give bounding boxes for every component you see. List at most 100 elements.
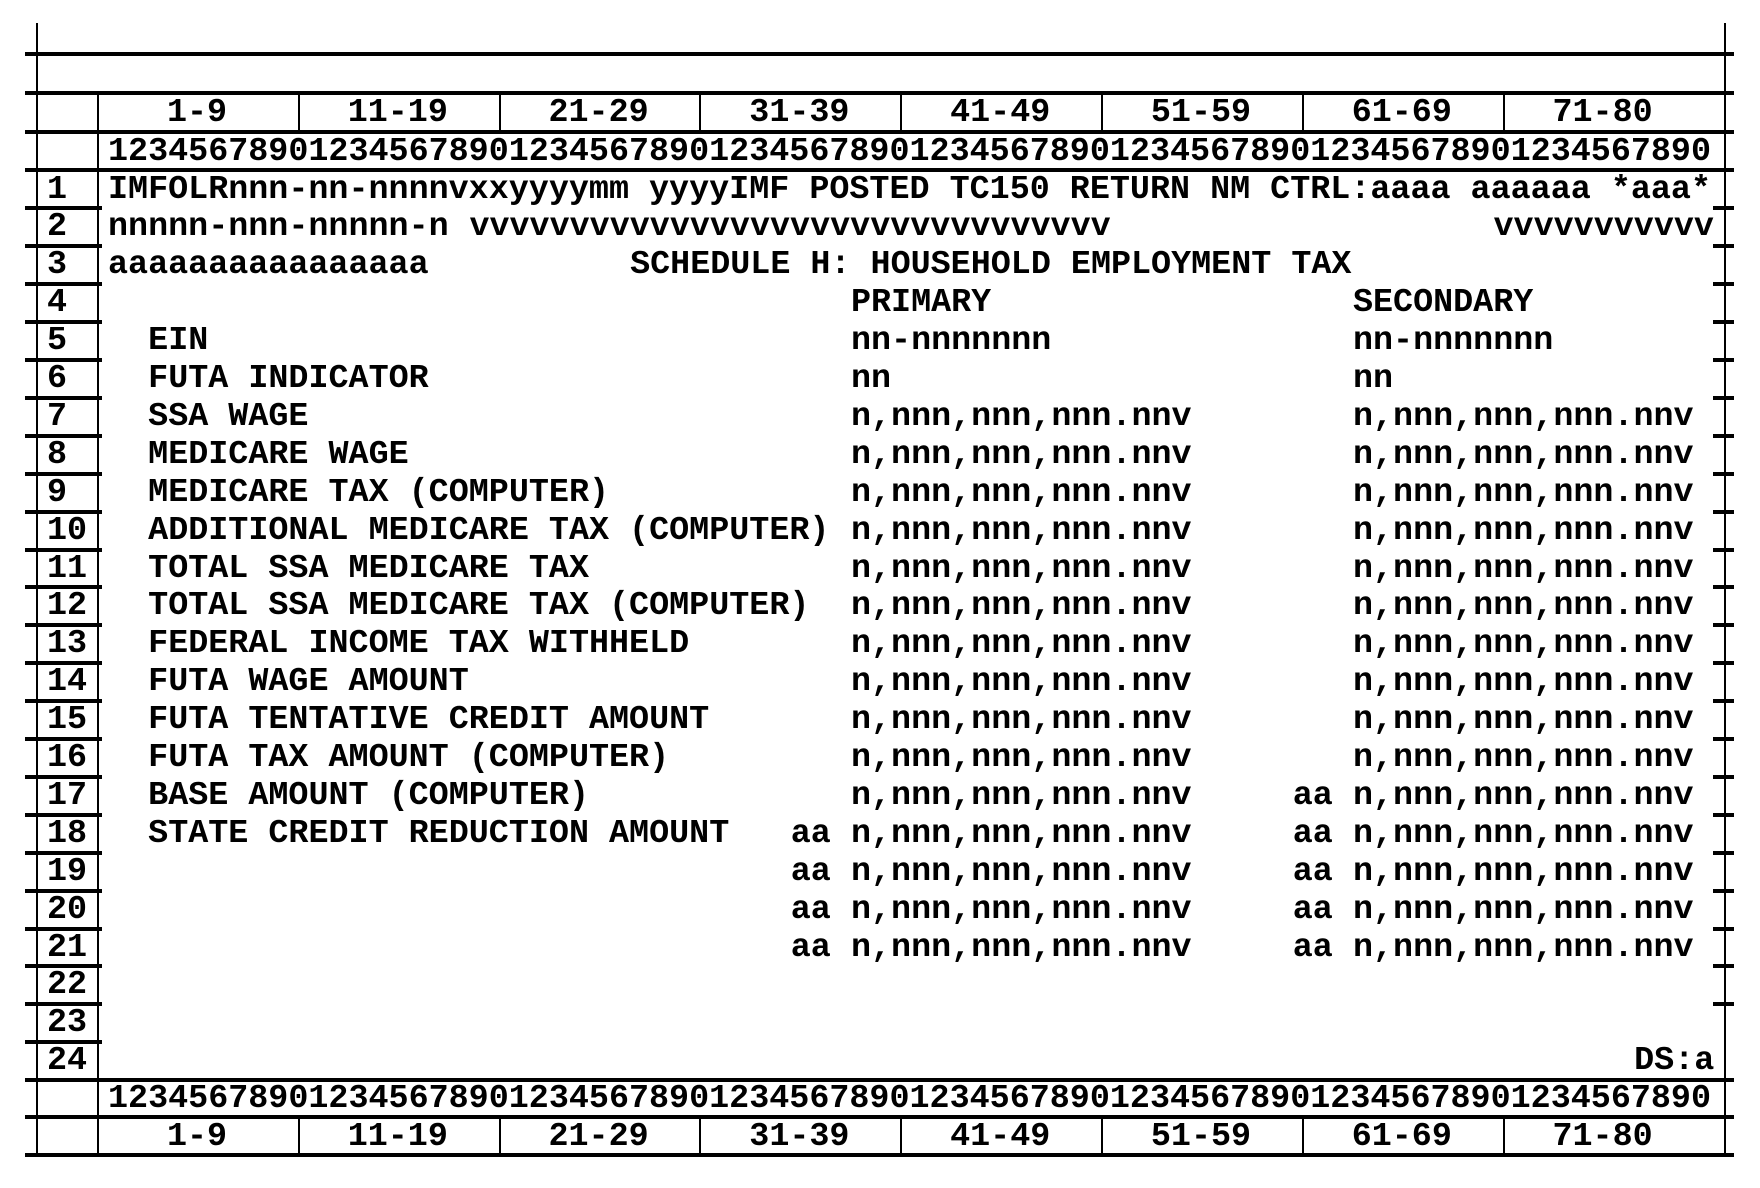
divider xyxy=(1724,512,1726,551)
column-range-label: 41-49 xyxy=(950,1118,1051,1156)
secondary-value: nn-nnnnnnn xyxy=(1352,322,1554,361)
divider xyxy=(36,1005,38,1044)
primary-heading: PRIMARY xyxy=(850,284,992,323)
row-underline xyxy=(1713,395,1734,400)
row-underline xyxy=(25,888,102,893)
row-underline xyxy=(25,623,102,628)
column-range-label: 1-9 xyxy=(166,94,228,132)
divider xyxy=(97,1080,99,1117)
divider xyxy=(1724,1043,1726,1082)
secondary-code: aa xyxy=(1292,776,1333,815)
row-underline xyxy=(1713,509,1734,514)
divider xyxy=(97,815,99,854)
primary-code: aa xyxy=(790,852,831,891)
row-number: 14 xyxy=(47,663,88,702)
row-underline xyxy=(25,471,102,476)
row-number: 2 xyxy=(47,208,68,247)
divider xyxy=(25,1078,1734,1083)
row-underline xyxy=(25,812,102,817)
row-number: 4 xyxy=(47,284,68,323)
row-number: 13 xyxy=(47,625,88,664)
status-indicator: DS:a xyxy=(1634,1042,1715,1081)
row-number: 10 xyxy=(47,511,88,550)
primary-code: aa xyxy=(790,814,831,853)
divider xyxy=(36,1080,38,1117)
divider xyxy=(25,91,1734,95)
divider xyxy=(97,171,99,210)
row-underline xyxy=(25,737,102,741)
row-underline xyxy=(1713,850,1734,855)
divider xyxy=(1724,740,1726,778)
divider xyxy=(97,588,99,627)
divider xyxy=(1724,436,1726,475)
divider xyxy=(97,664,99,703)
primary-value: n,nnn,nnn,nnn.nnv xyxy=(850,776,1192,815)
secondary-value: n,nnn,nnn,nnn.nnv xyxy=(1352,814,1694,853)
column-range-label: 61-69 xyxy=(1351,1118,1452,1156)
row-number: 18 xyxy=(47,814,88,853)
divider xyxy=(36,323,38,361)
row-number: 7 xyxy=(47,397,68,436)
divider xyxy=(297,1118,300,1155)
divider xyxy=(36,133,38,170)
divider xyxy=(97,1043,99,1082)
field-label: STATE CREDIT REDUCTION AMOUNT xyxy=(148,814,730,853)
row-underline xyxy=(1713,623,1734,628)
divider xyxy=(36,740,38,778)
divider xyxy=(1724,285,1726,324)
row-underline xyxy=(25,206,102,211)
row-number: 22 xyxy=(47,966,88,1005)
divider xyxy=(1301,1118,1304,1155)
secondary-value: n,nnn,nnn,nnn.nnv xyxy=(1352,625,1694,664)
row-number: 19 xyxy=(47,852,88,891)
secondary-value: n,nnn,nnn,nnn.nnv xyxy=(1352,739,1694,777)
row-underline xyxy=(1713,320,1734,325)
divider xyxy=(36,891,38,930)
row-underline xyxy=(1713,661,1734,666)
name-control-field: aaaaaaaaaaaaaaaa xyxy=(108,246,429,285)
divider xyxy=(1724,891,1726,930)
row-underline xyxy=(25,699,102,704)
divider xyxy=(97,550,99,589)
row-number: 17 xyxy=(47,776,88,815)
divider xyxy=(36,626,38,665)
divider xyxy=(36,398,38,437)
primary-value: n,nnn,nnn,nnn.nnv xyxy=(850,890,1192,929)
field-label: TOTAL SSA MEDICARE TAX (COMPUTER) xyxy=(148,587,810,626)
divider xyxy=(699,1118,702,1155)
column-range-label: 21-29 xyxy=(548,1118,649,1156)
row-underline xyxy=(25,964,102,969)
row-underline xyxy=(25,774,102,779)
divider xyxy=(1724,702,1726,740)
row-underline xyxy=(1713,699,1734,704)
divider xyxy=(1724,361,1726,399)
secondary-code: aa xyxy=(1292,890,1333,929)
divider xyxy=(498,94,501,131)
divider xyxy=(1724,94,1726,131)
column-ruler: 1234567890123456789012345678901234567890… xyxy=(108,1080,1712,1118)
divider xyxy=(297,94,300,131)
primary-value: n,nnn,nnn,nnn.nnv xyxy=(850,928,1192,967)
primary-value: n,nnn,nnn,nnn.nnv xyxy=(850,852,1192,891)
row-underline xyxy=(1713,812,1734,817)
column-range-label: 31-39 xyxy=(749,94,850,132)
divider xyxy=(1724,588,1726,627)
divider xyxy=(1724,23,1726,54)
divider xyxy=(97,891,99,930)
screen-title: SCHEDULE H: HOUSEHOLD EMPLOYMENT TAX xyxy=(630,246,1352,285)
divider xyxy=(900,1118,903,1155)
divider xyxy=(1724,853,1726,892)
primary-value: n,nnn,nnn,nnn.nnv xyxy=(850,435,1192,474)
column-range-label: 71-80 xyxy=(1552,1118,1653,1156)
divider xyxy=(699,94,702,131)
divider xyxy=(1724,474,1726,513)
field-label: SSA WAGE xyxy=(148,397,309,436)
divider xyxy=(97,247,99,286)
primary-value: n,nnn,nnn,nnn.nnv xyxy=(850,587,1192,626)
row-underline xyxy=(25,1040,102,1045)
row-underline xyxy=(25,358,102,362)
divider xyxy=(25,1115,1734,1119)
divider xyxy=(97,853,99,892)
divider xyxy=(1502,1118,1505,1155)
row-underline xyxy=(1713,547,1734,552)
